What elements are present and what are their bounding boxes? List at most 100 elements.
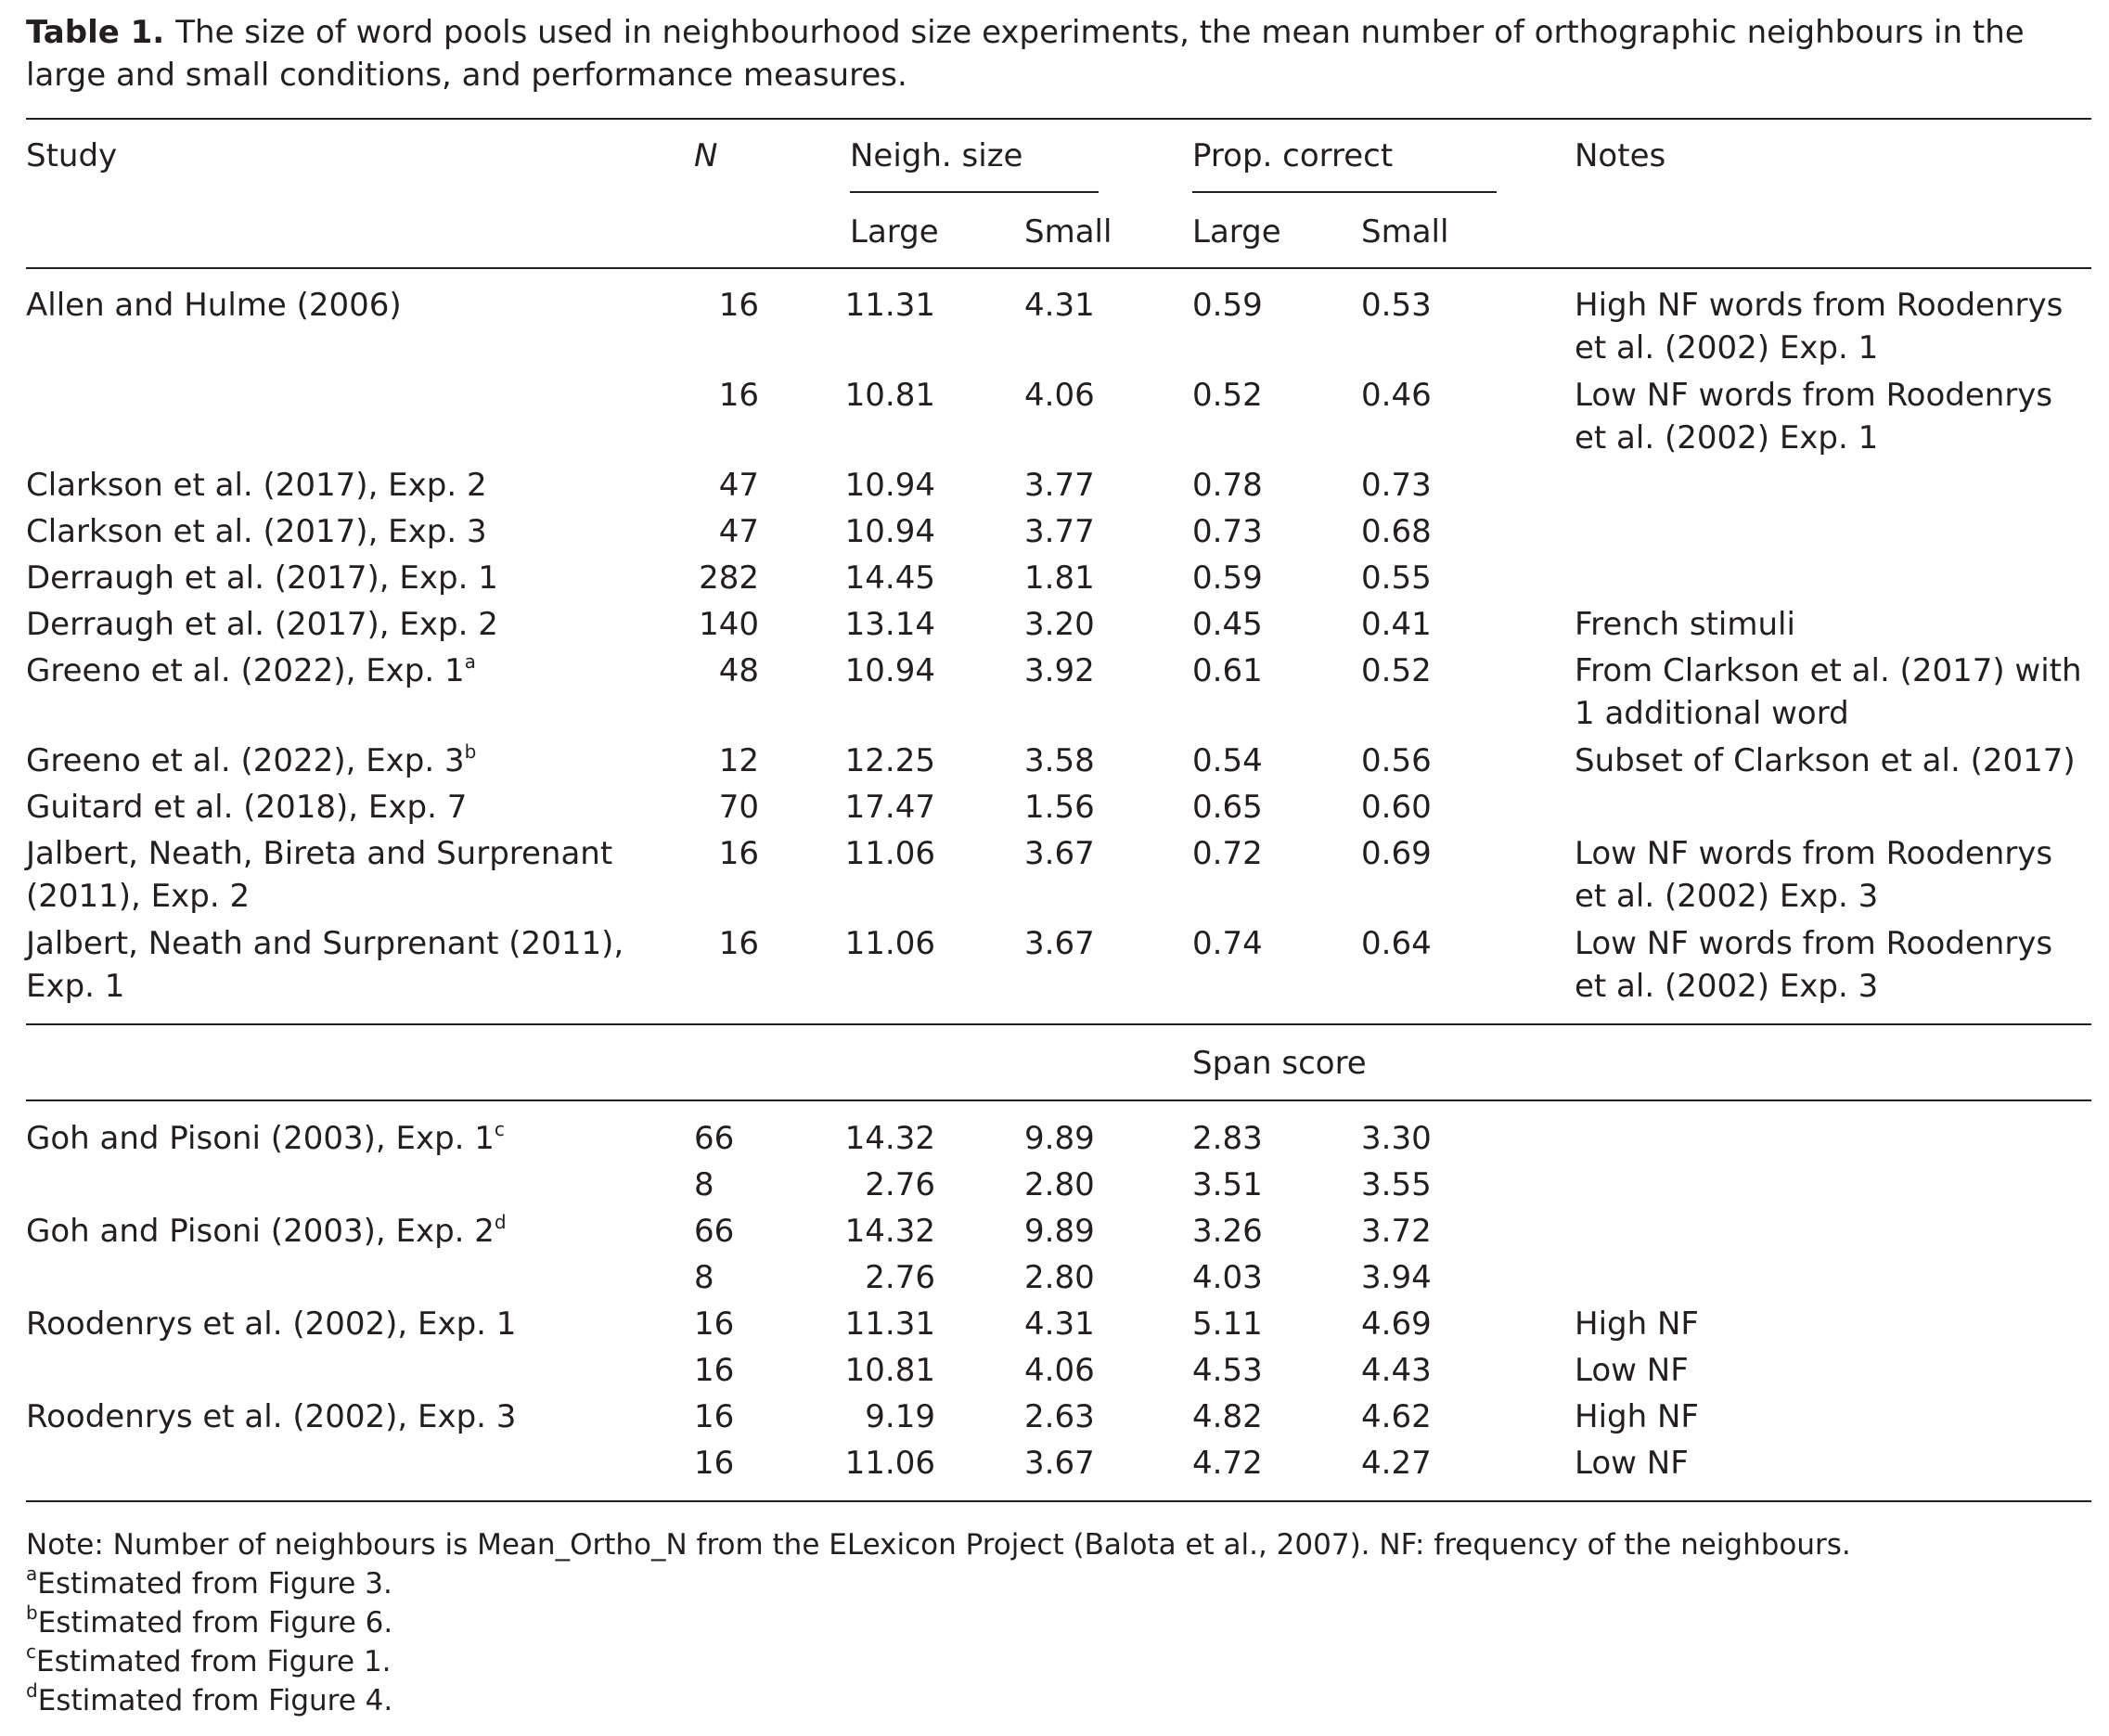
cell-pl: 0.72 [1192,835,1263,872]
cell-nl: 11.31 [844,1305,935,1343]
footnote-marker: a [464,650,476,673]
cell-ps: 4.27 [1361,1445,1432,1482]
cell-ps: 0.52 [1361,652,1432,689]
cell-pl: 0.74 [1192,925,1263,962]
cell-nl: 13.14 [844,606,935,643]
cell-notes: High NF words from Roodenrys et al. (200… [1575,287,2064,366]
cell-notes: Subset of Clarkson et al. (2017) [1575,742,2076,779]
footnote-c: cEstimated from Figure 1. [26,1640,392,1678]
cell-n: 16 [718,835,759,872]
cell-ns: 4.31 [1024,1305,1095,1343]
cell-ns: 2.63 [1024,1398,1095,1435]
cell-ps: 0.46 [1361,377,1432,414]
cell-notes: High NF [1575,1305,1699,1343]
cell-nl: 10.94 [844,652,935,689]
cell-ps: 0.53 [1361,287,1432,324]
cell-pl: 3.26 [1192,1213,1263,1250]
header-notes: Notes [1575,137,1666,174]
footnote-d: dEstimated from Figure 4. [26,1679,393,1717]
cell-study: Jalbert, Neath and Surprenant (2011), Ex… [26,925,624,1005]
cell-study: Clarkson et al. (2017), Exp. 3 [26,513,487,550]
cell-ns: 9.89 [1024,1120,1095,1157]
cell-n: 16 [718,287,759,324]
cell-notes: Low NF words from Roodenrys et al. (2002… [1575,925,2053,1005]
cell-nl: 9.19 [865,1398,935,1435]
cell-ns: 1.81 [1024,559,1095,597]
cell-nl: 10.94 [844,513,935,550]
cell-ps: 3.55 [1361,1166,1432,1203]
cell-study: Derraugh et al. (2017), Exp. 2 [26,606,498,643]
cell-pl: 5.11 [1192,1305,1263,1343]
neigh-size-subrule [850,191,1099,193]
cell-ns: 1.56 [1024,789,1095,826]
cell-n: 48 [718,652,759,689]
cell-pl: 0.52 [1192,377,1263,414]
cell-ns: 3.77 [1024,467,1095,504]
cell-n: 16 [694,1398,735,1435]
header-neigh-large: Large [850,213,939,251]
cell-ps: 0.68 [1361,513,1432,550]
cell-ps: 3.94 [1361,1259,1432,1296]
cell-nl: 10.81 [844,1352,935,1389]
cell-n: 12 [718,742,759,779]
header-neigh-size: Neigh. size [850,137,1023,174]
prop-correct-subrule [1192,191,1497,193]
cell-study: Derraugh et al. (2017), Exp. 1 [26,559,498,597]
cell-ps: 0.56 [1361,742,1432,779]
cell-n: 282 [699,559,759,597]
cell-ns: 2.80 [1024,1259,1095,1296]
cell-study: Greeno et al. (2022), Exp. 3b [26,740,477,779]
cell-ns: 3.20 [1024,606,1095,643]
cell-notes: Low NF words from Roodenrys et al. (2002… [1575,377,2053,457]
cell-n: 16 [694,1352,735,1389]
header-prop-small: Small [1361,213,1449,251]
cell-n: 47 [718,513,759,550]
cell-nl: 11.06 [844,1445,935,1482]
header-n: N [694,137,718,174]
cell-ns: 3.67 [1024,925,1095,962]
cell-pl: 0.65 [1192,789,1263,826]
cell-study: Roodenrys et al. (2002), Exp. 1 [26,1305,517,1343]
cell-nl: 17.47 [844,789,935,826]
cell-study: Clarkson et al. (2017), Exp. 2 [26,467,487,504]
footnote-b: bEstimated from Figure 6. [26,1601,393,1640]
cell-pl: 0.61 [1192,652,1263,689]
cell-nl: 11.31 [844,287,935,324]
cell-ns: 3.77 [1024,513,1095,550]
cell-notes: French stimuli [1575,606,1795,643]
cell-n: 47 [718,467,759,504]
cell-n: 66 [694,1120,735,1157]
footnote-a: aEstimated from Figure 3. [26,1562,392,1601]
table-label: Table 1. [26,14,165,51]
header-prop-large: Large [1192,213,1281,251]
cell-study: Goh and Pisoni (2003), Exp. 1c [26,1118,505,1157]
cell-notes: From Clarkson et al. (2017) with 1 addit… [1575,652,2082,732]
cell-notes: Low NF [1575,1352,1689,1389]
cell-ps: 0.73 [1361,467,1432,504]
cell-n: 140 [699,606,759,643]
cell-study: Greeno et al. (2022), Exp. 1a [26,650,476,689]
cell-nl: 2.76 [865,1259,935,1296]
cell-pl: 0.78 [1192,467,1263,504]
cell-pl: 0.54 [1192,742,1263,779]
cell-n: 70 [718,789,759,826]
cell-nl: 11.06 [844,835,935,872]
header-span-score: Span score [1192,1045,1367,1082]
cell-n: 16 [694,1445,735,1482]
cell-study: Roodenrys et al. (2002), Exp. 3 [26,1398,517,1435]
cell-study: Guitard et al. (2018), Exp. 7 [26,789,468,826]
cell-ps: 0.41 [1361,606,1432,643]
cell-pl: 3.51 [1192,1166,1263,1203]
cell-ns: 3.92 [1024,652,1095,689]
cell-pl: 0.45 [1192,606,1263,643]
cell-ps: 4.62 [1361,1398,1432,1435]
cell-nl: 10.81 [844,377,935,414]
cell-nl: 14.45 [844,559,935,597]
cell-n: 16 [718,377,759,414]
cell-n: 16 [718,925,759,962]
cell-pl: 4.03 [1192,1259,1263,1296]
cell-ns: 4.06 [1024,377,1095,414]
cell-ps: 0.60 [1361,789,1432,826]
cell-ps: 3.30 [1361,1120,1432,1157]
